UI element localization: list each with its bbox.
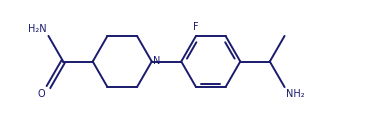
Text: H₂N: H₂N bbox=[28, 24, 47, 34]
Text: N: N bbox=[153, 56, 161, 67]
Text: F: F bbox=[193, 23, 199, 32]
Text: O: O bbox=[37, 89, 45, 99]
Text: NH₂: NH₂ bbox=[286, 89, 305, 99]
